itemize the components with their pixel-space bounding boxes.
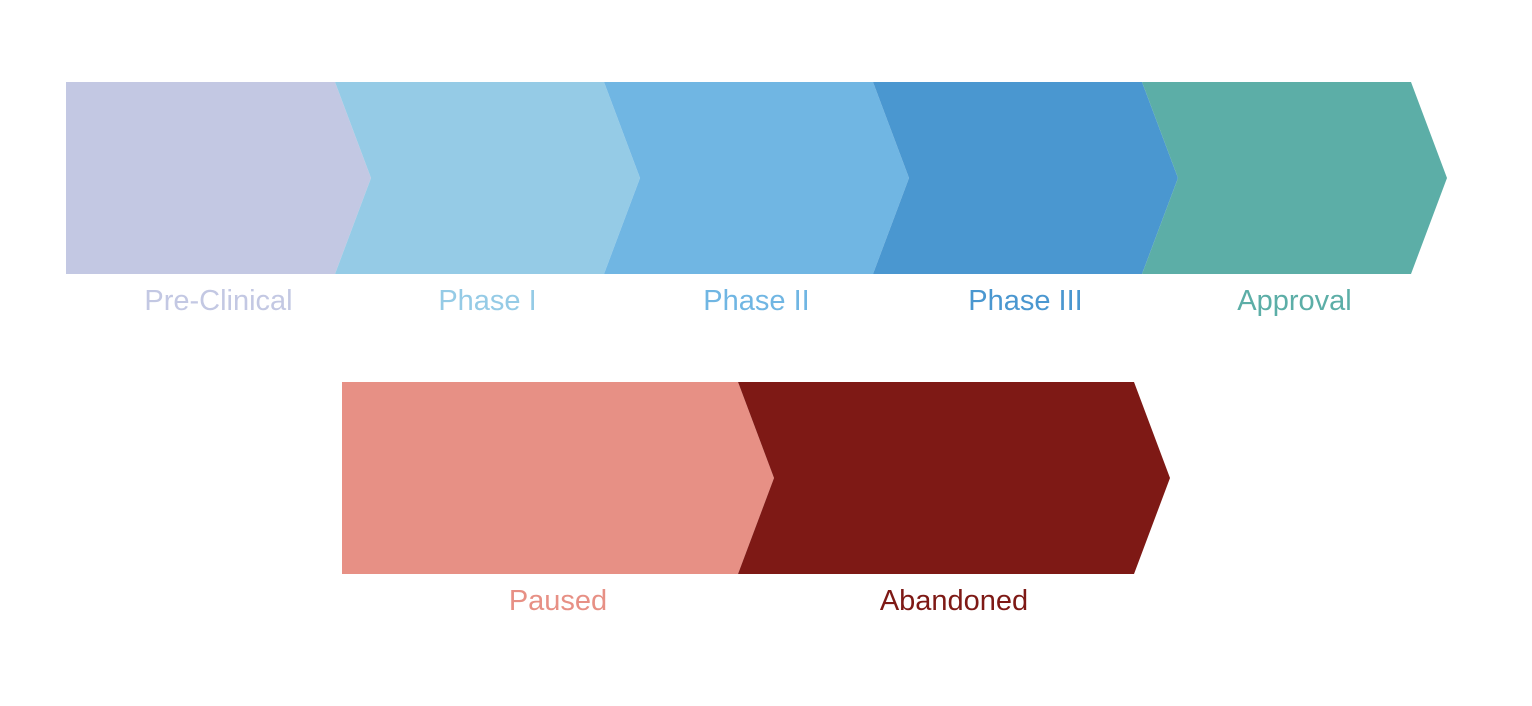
chevron-phase-i xyxy=(335,82,640,274)
label-phase-ii: Phase II xyxy=(703,285,809,317)
label-paused: Paused xyxy=(509,585,607,617)
chevron-phase-iii xyxy=(873,82,1178,274)
label-pre-clinical: Pre-Clinical xyxy=(144,285,292,317)
chevron-abandoned xyxy=(738,382,1170,574)
label-abandoned: Abandoned xyxy=(880,585,1028,617)
pipeline-row: Pre-Clinical Phase I Phase II Phase III Appr… xyxy=(66,82,1447,317)
chevron-approval xyxy=(1142,82,1447,274)
label-phase-iii: Phase III xyxy=(968,285,1082,317)
label-approval: Approval xyxy=(1237,285,1351,317)
chevron-pre-clinical xyxy=(66,82,371,274)
label-phase-i: Phase I xyxy=(438,285,536,317)
chevron-phase-ii xyxy=(604,82,909,274)
outcomes-row: Paused Abandoned xyxy=(342,382,1170,617)
chevron-paused xyxy=(342,382,774,574)
